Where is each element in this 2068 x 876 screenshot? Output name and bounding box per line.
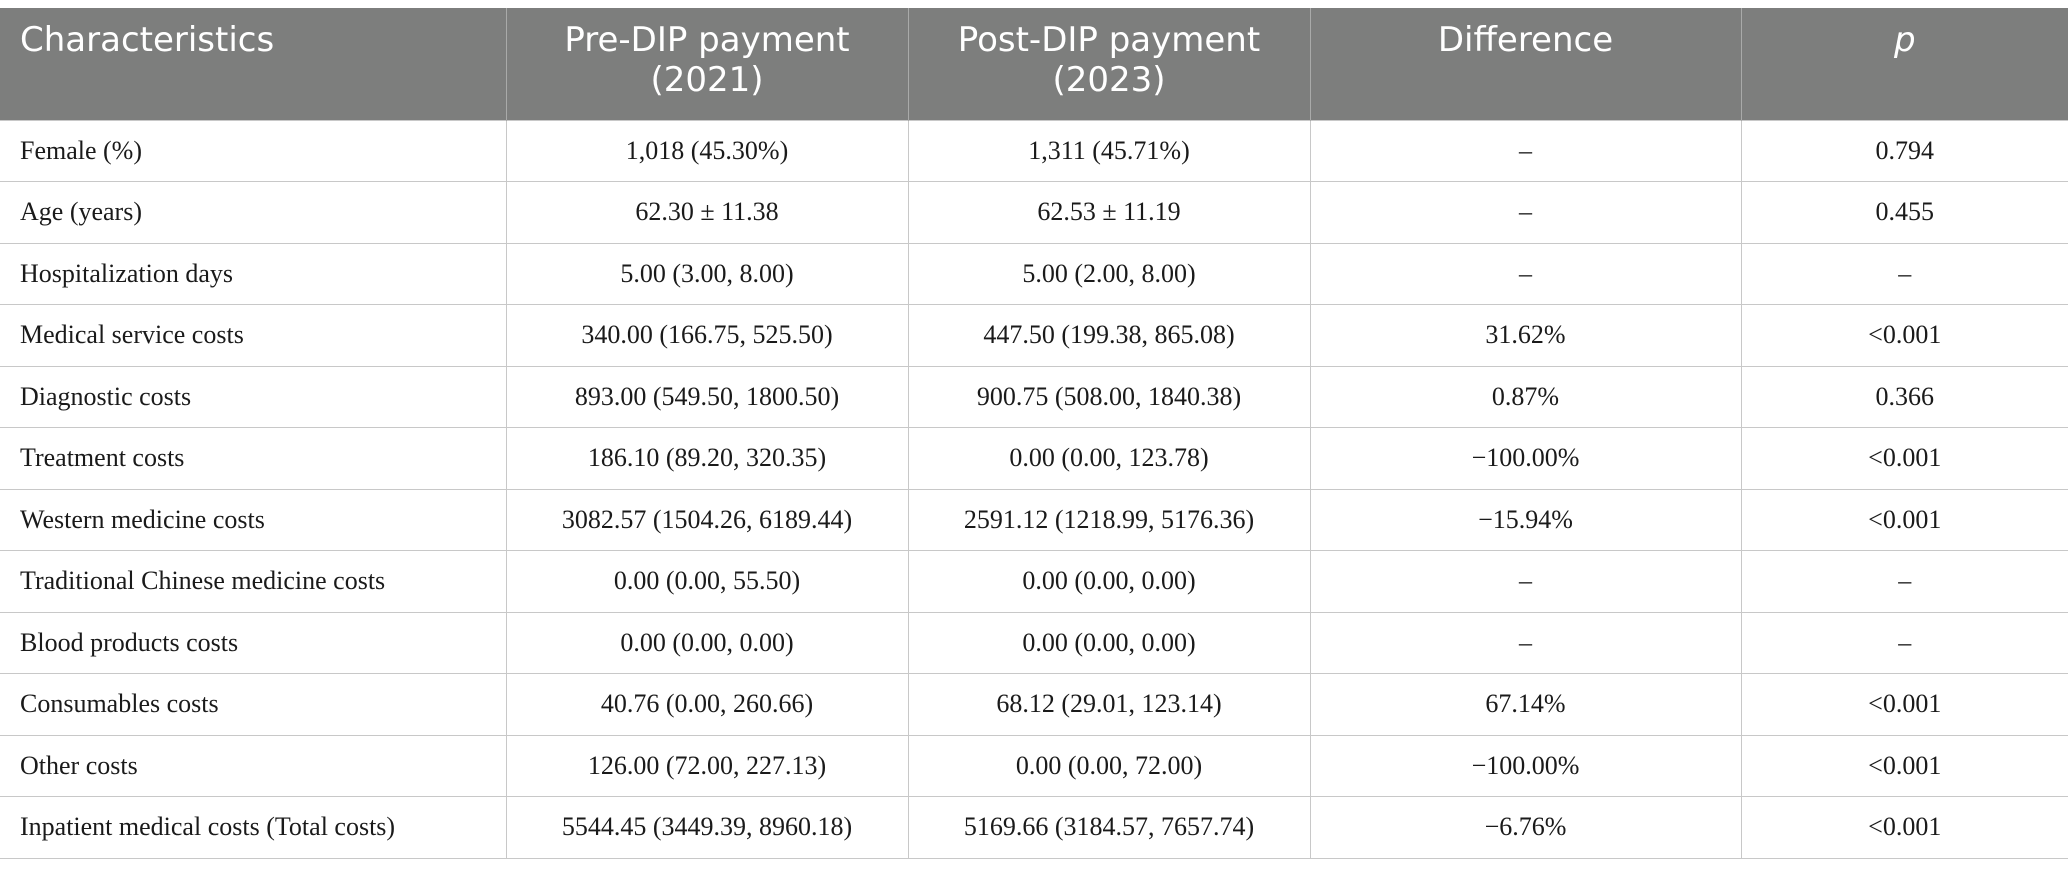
cell-p-value: <0.001 bbox=[1740, 734, 2068, 797]
cell-difference: 0.87% bbox=[1309, 365, 1742, 428]
table-row: Consumables costs 40.76 (0.00, 260.66) 68.… bbox=[0, 673, 2068, 736]
cell-post-dip: 1,311 (45.71%) bbox=[907, 119, 1311, 182]
cell-characteristic: Diagnostic costs bbox=[0, 365, 507, 428]
cell-pre-dip: 40.76 (0.00, 260.66) bbox=[505, 673, 909, 736]
cell-difference: 31.62% bbox=[1309, 304, 1742, 367]
cell-difference: – bbox=[1309, 119, 1742, 182]
cell-pre-dip: 1,018 (45.30%) bbox=[505, 119, 909, 182]
cell-difference: 67.14% bbox=[1309, 673, 1742, 736]
table-row: Inpatient medical costs (Total costs) 554… bbox=[0, 796, 2068, 859]
cell-difference: −100.00% bbox=[1309, 734, 1742, 797]
table-row: Traditional Chinese medicine costs 0.00 (… bbox=[0, 550, 2068, 613]
cell-difference: – bbox=[1309, 181, 1742, 244]
cell-post-dip: 68.12 (29.01, 123.14) bbox=[907, 673, 1311, 736]
table-row: Other costs 126.00 (72.00, 227.13) 0.00 (0… bbox=[0, 734, 2068, 797]
cell-characteristic: Other costs bbox=[0, 734, 507, 797]
cell-difference: −15.94% bbox=[1309, 488, 1742, 551]
cell-characteristic: Inpatient medical costs (Total costs) bbox=[0, 796, 507, 859]
cell-p-value: <0.001 bbox=[1740, 673, 2068, 736]
cell-pre-dip: 186.10 (89.20, 320.35) bbox=[505, 427, 909, 490]
cell-post-dip: 0.00 (0.00, 0.00) bbox=[907, 550, 1311, 613]
cell-p-value: 0.794 bbox=[1740, 119, 2068, 182]
cell-post-dip: 2591.12 (1218.99, 5176.36) bbox=[907, 488, 1311, 551]
cell-post-dip: 5169.66 (3184.57, 7657.74) bbox=[907, 796, 1311, 859]
cell-post-dip: 0.00 (0.00, 0.00) bbox=[907, 611, 1311, 674]
data-table-container: Characteristics Pre-DIP payment (2021) P… bbox=[0, 8, 2068, 859]
cell-pre-dip: 126.00 (72.00, 227.13) bbox=[505, 734, 909, 797]
table-header: Characteristics Pre-DIP payment (2021) P… bbox=[0, 8, 2068, 120]
header-characteristics: Characteristics bbox=[0, 8, 507, 120]
table-row: Western medicine costs 3082.57 (1504.26, … bbox=[0, 488, 2068, 551]
table-row: Diagnostic costs 893.00 (549.50, 1800.50)… bbox=[0, 365, 2068, 428]
cell-p-value: – bbox=[1740, 242, 2068, 305]
cell-pre-dip: 0.00 (0.00, 55.50) bbox=[505, 550, 909, 613]
cell-difference: −100.00% bbox=[1309, 427, 1742, 490]
cell-p-value: 0.366 bbox=[1740, 365, 2068, 428]
header-row: Characteristics Pre-DIP payment (2021) P… bbox=[0, 8, 2068, 120]
cell-difference: – bbox=[1309, 242, 1742, 305]
cell-pre-dip: 0.00 (0.00, 0.00) bbox=[505, 611, 909, 674]
cell-p-value: 0.455 bbox=[1740, 181, 2068, 244]
cell-p-value: <0.001 bbox=[1740, 796, 2068, 859]
cell-characteristic: Treatment costs bbox=[0, 427, 507, 490]
table-row: Treatment costs 186.10 (89.20, 320.35) 0.0… bbox=[0, 427, 2068, 490]
cell-pre-dip: 5544.45 (3449.39, 8960.18) bbox=[505, 796, 909, 859]
header-post-dip: Post-DIP payment (2023) bbox=[907, 8, 1311, 120]
cell-post-dip: 0.00 (0.00, 72.00) bbox=[907, 734, 1311, 797]
cell-p-value: – bbox=[1740, 550, 2068, 613]
cell-characteristic: Hospitalization days bbox=[0, 242, 507, 305]
cell-difference: – bbox=[1309, 611, 1742, 674]
table-body: Female (%) 1,018 (45.30%) 1,311 (45.71%) –0… bbox=[0, 119, 2068, 859]
cell-pre-dip: 62.30 ± 11.38 bbox=[505, 181, 909, 244]
cell-characteristic: Consumables costs bbox=[0, 673, 507, 736]
cell-characteristic: Blood products costs bbox=[0, 611, 507, 674]
cell-pre-dip: 893.00 (549.50, 1800.50) bbox=[505, 365, 909, 428]
header-p-value: p bbox=[1740, 8, 2068, 120]
cell-p-value: – bbox=[1740, 611, 2068, 674]
table-row: Blood products costs 0.00 (0.00, 0.00) 0.0… bbox=[0, 611, 2068, 674]
cell-difference: −6.76% bbox=[1309, 796, 1742, 859]
table-row: Hospitalization days 5.00 (3.00, 8.00) 5.0… bbox=[0, 242, 2068, 305]
cell-pre-dip: 340.00 (166.75, 525.50) bbox=[505, 304, 909, 367]
cell-p-value: <0.001 bbox=[1740, 488, 2068, 551]
table-row: Age (years) 62.30 ± 11.38 62.53 ± 11.19–0.… bbox=[0, 181, 2068, 244]
header-pre-dip: Pre-DIP payment (2021) bbox=[505, 8, 909, 120]
cell-post-dip: 447.50 (199.38, 865.08) bbox=[907, 304, 1311, 367]
cell-characteristic: Female (%) bbox=[0, 119, 507, 182]
cell-pre-dip: 5.00 (3.00, 8.00) bbox=[505, 242, 909, 305]
cell-difference: – bbox=[1309, 550, 1742, 613]
cell-characteristic: Medical service costs bbox=[0, 304, 507, 367]
header-difference: Difference bbox=[1309, 8, 1742, 120]
cell-characteristic: Western medicine costs bbox=[0, 488, 507, 551]
characteristics-table: Characteristics Pre-DIP payment (2021) P… bbox=[0, 8, 2068, 859]
cell-post-dip: 900.75 (508.00, 1840.38) bbox=[907, 365, 1311, 428]
cell-post-dip: 62.53 ± 11.19 bbox=[907, 181, 1311, 244]
cell-post-dip: 5.00 (2.00, 8.00) bbox=[907, 242, 1311, 305]
cell-p-value: <0.001 bbox=[1740, 427, 2068, 490]
cell-pre-dip: 3082.57 (1504.26, 6189.44) bbox=[505, 488, 909, 551]
cell-post-dip: 0.00 (0.00, 123.78) bbox=[907, 427, 1311, 490]
cell-characteristic: Traditional Chinese medicine costs bbox=[0, 550, 507, 613]
cell-characteristic: Age (years) bbox=[0, 181, 507, 244]
cell-p-value: <0.001 bbox=[1740, 304, 2068, 367]
table-row: Medical service costs 340.00 (166.75, 525… bbox=[0, 304, 2068, 367]
table-row: Female (%) 1,018 (45.30%) 1,311 (45.71%) –0… bbox=[0, 119, 2068, 182]
